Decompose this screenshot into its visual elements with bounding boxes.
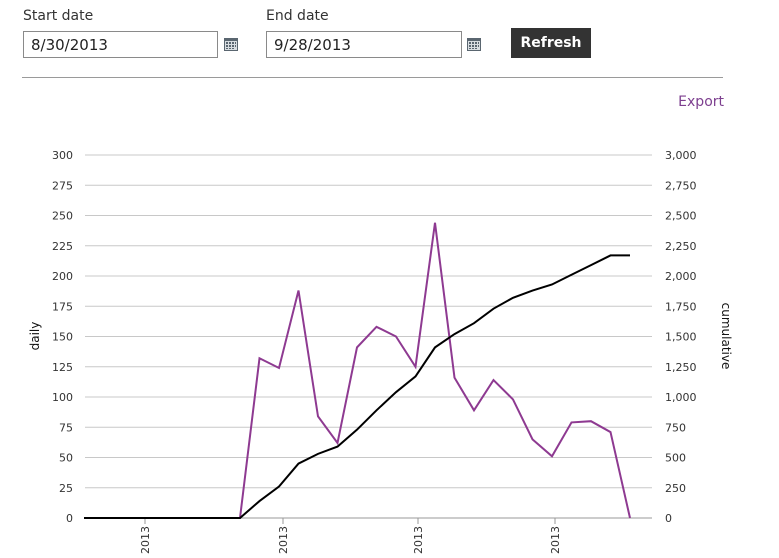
y-tick-label: 225 bbox=[52, 240, 73, 253]
calendar-icon[interactable] bbox=[224, 38, 238, 51]
y-tick-label: 275 bbox=[52, 179, 73, 192]
x-tick-label: 2013 bbox=[412, 526, 425, 554]
y2-tick-label: 500 bbox=[665, 452, 686, 465]
y2-tick-label: 750 bbox=[665, 421, 686, 434]
y-tick-label: 250 bbox=[52, 210, 73, 223]
axis-ticks: 0 0 25 250 50 500 75 750 100 1,000 125 1,250 150 1,50… bbox=[52, 149, 697, 554]
y-tick-label: 200 bbox=[52, 270, 73, 283]
y-tick-label: 25 bbox=[59, 482, 73, 495]
y2-tick-label: 250 bbox=[665, 482, 686, 495]
divider bbox=[22, 77, 723, 78]
export-link[interactable]: Export bbox=[678, 94, 724, 110]
y-tick-label: 50 bbox=[59, 452, 73, 465]
y-tick-label: 175 bbox=[52, 300, 73, 313]
y2-tick-label: 1,500 bbox=[665, 331, 697, 344]
x-tick-label: 2013 bbox=[549, 526, 562, 554]
x-tick-label: 2013 bbox=[277, 526, 290, 554]
y-tick-label: 300 bbox=[52, 149, 73, 162]
refresh-button[interactable]: Refresh bbox=[511, 28, 591, 58]
end-date-label: End date bbox=[266, 8, 329, 24]
x-tick-label: 2013 bbox=[139, 526, 152, 554]
start-date-input[interactable] bbox=[23, 31, 218, 58]
y-tick-label: 75 bbox=[59, 421, 73, 434]
series bbox=[84, 222, 631, 519]
y2-tick-label: 1,250 bbox=[665, 361, 697, 374]
y-tick-label: 125 bbox=[52, 361, 73, 374]
y2-tick-label: 1,000 bbox=[665, 391, 697, 404]
y2-tick-label: 2,250 bbox=[665, 240, 697, 253]
grid bbox=[85, 154, 652, 519]
y-tick-label: 150 bbox=[52, 331, 73, 344]
y-axis-title: daily bbox=[28, 322, 42, 351]
series-line-daily bbox=[84, 222, 631, 519]
y2-tick-label: 1,750 bbox=[665, 300, 697, 313]
y2-tick-label: 2,500 bbox=[665, 210, 697, 223]
y2-tick-label: 2,000 bbox=[665, 270, 697, 283]
y2-tick-label: 2,750 bbox=[665, 179, 697, 192]
series-line-cumulative bbox=[84, 254, 630, 519]
y-tick-label: 0 bbox=[66, 512, 73, 525]
y2-tick-label: 0 bbox=[665, 512, 672, 525]
y2-axis-title: cumulative bbox=[719, 303, 733, 370]
end-date-input[interactable] bbox=[266, 31, 462, 58]
start-date-label: Start date bbox=[23, 8, 94, 24]
calendar-icon[interactable] bbox=[467, 38, 481, 51]
y-tick-label: 100 bbox=[52, 391, 73, 404]
y2-tick-label: 3,000 bbox=[665, 149, 697, 162]
